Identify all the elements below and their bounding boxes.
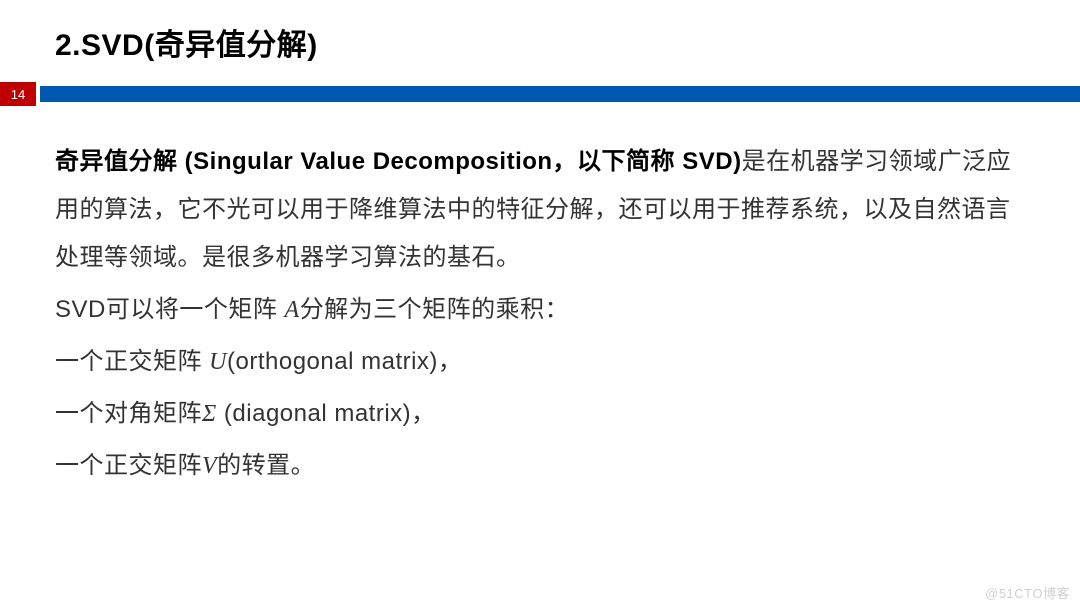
watermark: @51CTO博客: [985, 583, 1070, 602]
matrix-U: U: [209, 349, 227, 375]
content-area: 奇异值分解 (Singular Value Decomposition，以下简称…: [0, 106, 1080, 490]
line2-post: 分解为三个矩阵的乘积：: [300, 296, 570, 323]
header-blue-bar: [40, 86, 1080, 102]
item2-post: (diagonal matrix)，: [217, 400, 436, 427]
decomposition-line: SVD可以将一个矩阵 A分解为三个矩阵的乘积：: [55, 286, 1020, 334]
item1-pre: 一个正交矩阵: [55, 348, 209, 375]
matrix-Sigma: Σ: [202, 401, 217, 427]
item-orthogonal-U: 一个正交矩阵 U(orthogonal matrix)，: [55, 338, 1020, 386]
slide-title: 2.SVD(奇异值分解): [55, 20, 1080, 64]
header-bar: 14: [0, 82, 1080, 106]
intro-paragraph: 奇异值分解 (Singular Value Decomposition，以下简称…: [55, 138, 1020, 282]
item-orthogonal-V: 一个正交矩阵V的转置。: [55, 442, 1020, 490]
page-number-badge: 14: [0, 82, 36, 106]
item3-pre: 一个正交矩阵: [55, 452, 202, 479]
matrix-V: V: [202, 453, 217, 479]
line2-pre: SVD可以将一个矩阵: [55, 296, 285, 323]
item1-post: (orthogonal matrix)，: [227, 348, 462, 375]
matrix-A: A: [285, 297, 300, 323]
item-diagonal-Sigma: 一个对角矩阵Σ (diagonal matrix)，: [55, 390, 1020, 438]
item2-pre: 一个对角矩阵: [55, 400, 202, 427]
slide: 2.SVD(奇异值分解) 14 奇异值分解 (Singular Value De…: [0, 0, 1080, 608]
title-area: 2.SVD(奇异值分解): [0, 0, 1080, 64]
item3-post: 的转置。: [217, 452, 315, 479]
intro-bold-lead: 奇异值分解 (Singular Value Decomposition，以下简称…: [55, 148, 742, 175]
